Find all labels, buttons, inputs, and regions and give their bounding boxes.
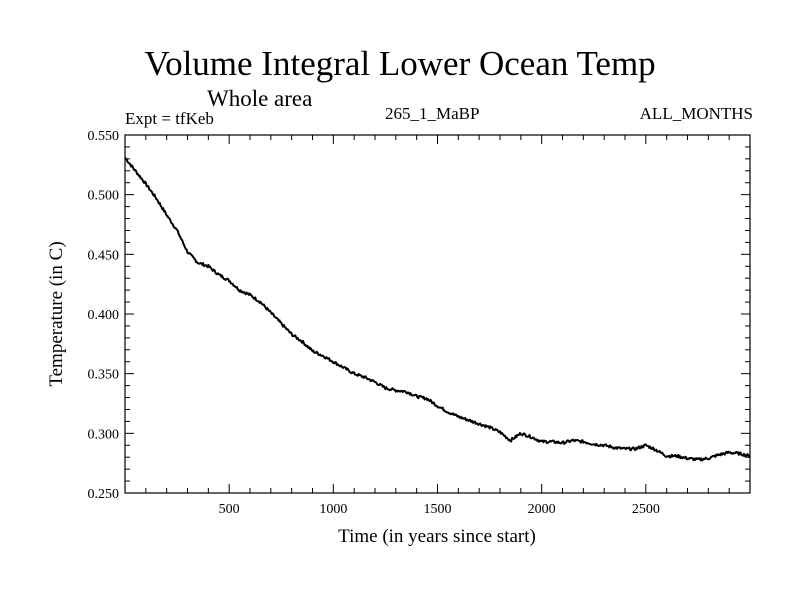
y-tick-label: 0.400 (88, 308, 120, 323)
plot-frame (124, 134, 751, 494)
x-tick-label: 1500 (424, 502, 452, 517)
x-tick-label: 500 (219, 502, 240, 517)
months-label: ALL_MONTHS (639, 104, 753, 123)
axis-ticks (125, 134, 750, 494)
chart-subtitle: Whole area (207, 86, 313, 111)
series-line (124, 157, 751, 462)
y-tick-label: 0.300 (88, 427, 120, 442)
x-tick-label: 2500 (632, 502, 660, 517)
y-tick-label: 0.350 (88, 368, 120, 383)
y-axis-title: Temperature (in C) (46, 241, 67, 386)
chart-title: Volume Integral Lower Ocean Temp (144, 44, 656, 83)
y-tick-label: 0.250 (88, 487, 120, 502)
y-tick-label: 0.500 (88, 189, 120, 204)
x-tick-label: 2000 (528, 502, 556, 517)
x-tick-label: 1000 (319, 502, 347, 517)
run-id-label: 265_1_MaBP (385, 104, 480, 123)
experiment-label: Expt = tfKeb (125, 109, 214, 128)
axis-tick-labels: 500 1000 1500 2000 2500 0.250 0.300 0.350 0.400 0… (88, 129, 660, 517)
y-tick-label: 0.450 (88, 248, 120, 263)
y-tick-label: 0.550 (88, 129, 120, 144)
x-axis-title: Time (in years since start) (338, 526, 536, 547)
